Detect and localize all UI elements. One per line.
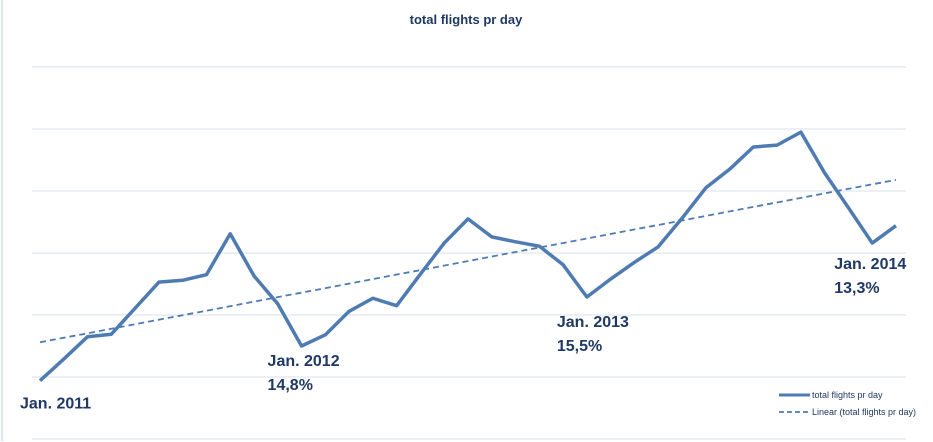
annotation-label: Jan. 2011	[20, 396, 91, 413]
annotation-label: 13,3%	[834, 280, 879, 297]
annotation-label: 15,5%	[557, 338, 602, 355]
legend-label-trend: Linear (total flights pr day)	[812, 407, 916, 417]
annotation-label: Jan. 2012	[268, 353, 340, 370]
annotation-label: Jan. 2014	[834, 256, 906, 273]
annotation-label: 14,8%	[268, 377, 313, 394]
gridlines	[32, 66, 906, 440]
legend-label-series: total flights pr day	[812, 390, 883, 400]
trend-line	[39, 178, 897, 344]
series-line	[38, 130, 898, 383]
annotation-label: Jan. 2013	[557, 314, 629, 331]
chart-title: total flights pr day	[410, 12, 523, 27]
legend: total flights pr day Linear (total fligh…	[779, 390, 916, 417]
